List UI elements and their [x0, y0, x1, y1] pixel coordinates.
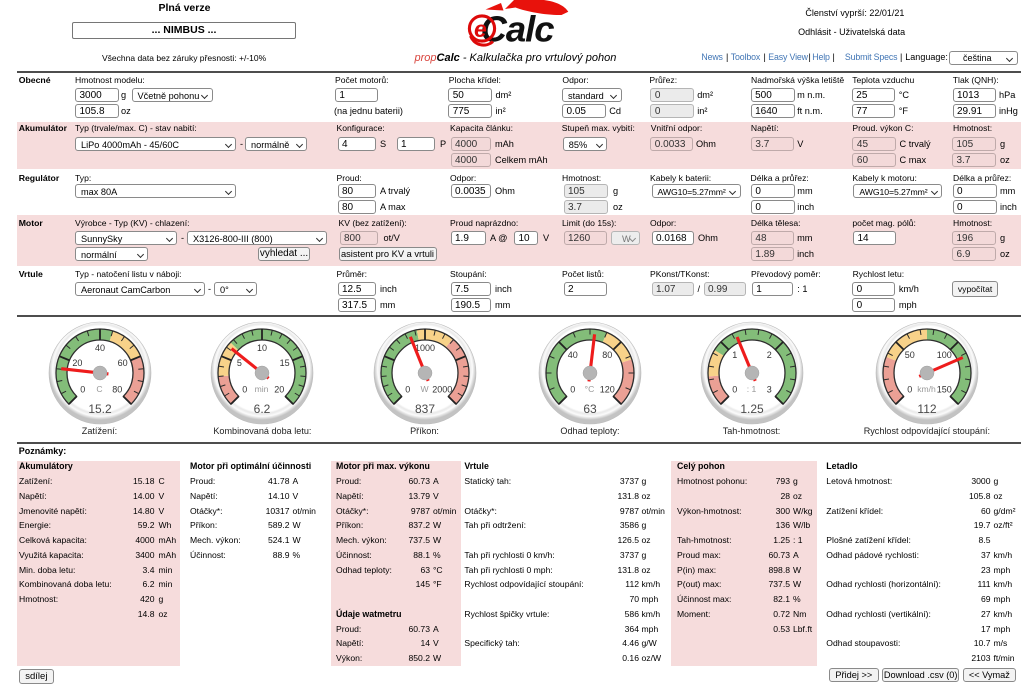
svg-text:0: 0 — [732, 385, 737, 395]
svg-text:100: 100 — [937, 350, 952, 360]
svg-text:5: 5 — [237, 358, 242, 368]
svg-text:: 1: : 1 — [746, 384, 756, 394]
svg-text:150: 150 — [937, 385, 952, 395]
svg-text:W: W — [420, 384, 429, 394]
svg-text:60: 60 — [117, 358, 127, 368]
svg-text:40: 40 — [94, 343, 104, 353]
svg-text:°C: °C — [585, 384, 595, 394]
svg-text:15.2: 15.2 — [88, 402, 112, 416]
svg-text:2: 2 — [766, 350, 771, 360]
svg-text:1: 1 — [732, 350, 737, 360]
svg-text:1000: 1000 — [414, 343, 434, 353]
svg-text:120: 120 — [600, 385, 615, 395]
svg-text:km/h: km/h — [917, 384, 936, 394]
svg-text:e: e — [474, 16, 487, 42]
svg-text:20: 20 — [275, 385, 285, 395]
svg-text:3: 3 — [766, 385, 771, 395]
svg-text:1.25: 1.25 — [740, 402, 764, 416]
svg-text:2000: 2000 — [432, 385, 452, 395]
svg-text:80: 80 — [112, 385, 122, 395]
svg-text:0: 0 — [80, 385, 85, 395]
svg-text:0: 0 — [907, 385, 912, 395]
svg-text:0: 0 — [570, 385, 575, 395]
svg-text:112: 112 — [917, 402, 936, 416]
svg-text:0: 0 — [405, 385, 410, 395]
svg-text:6.2: 6.2 — [254, 402, 271, 416]
svg-text:40: 40 — [568, 350, 578, 360]
svg-text:C: C — [96, 384, 102, 394]
svg-text:63: 63 — [583, 402, 597, 416]
svg-text:15: 15 — [280, 358, 290, 368]
svg-text:20: 20 — [72, 358, 82, 368]
svg-text:10: 10 — [257, 343, 267, 353]
svg-text:837: 837 — [414, 402, 434, 416]
svg-text:min: min — [255, 384, 269, 394]
svg-text:0: 0 — [243, 385, 248, 395]
svg-text:80: 80 — [602, 350, 612, 360]
svg-text:50: 50 — [905, 350, 915, 360]
